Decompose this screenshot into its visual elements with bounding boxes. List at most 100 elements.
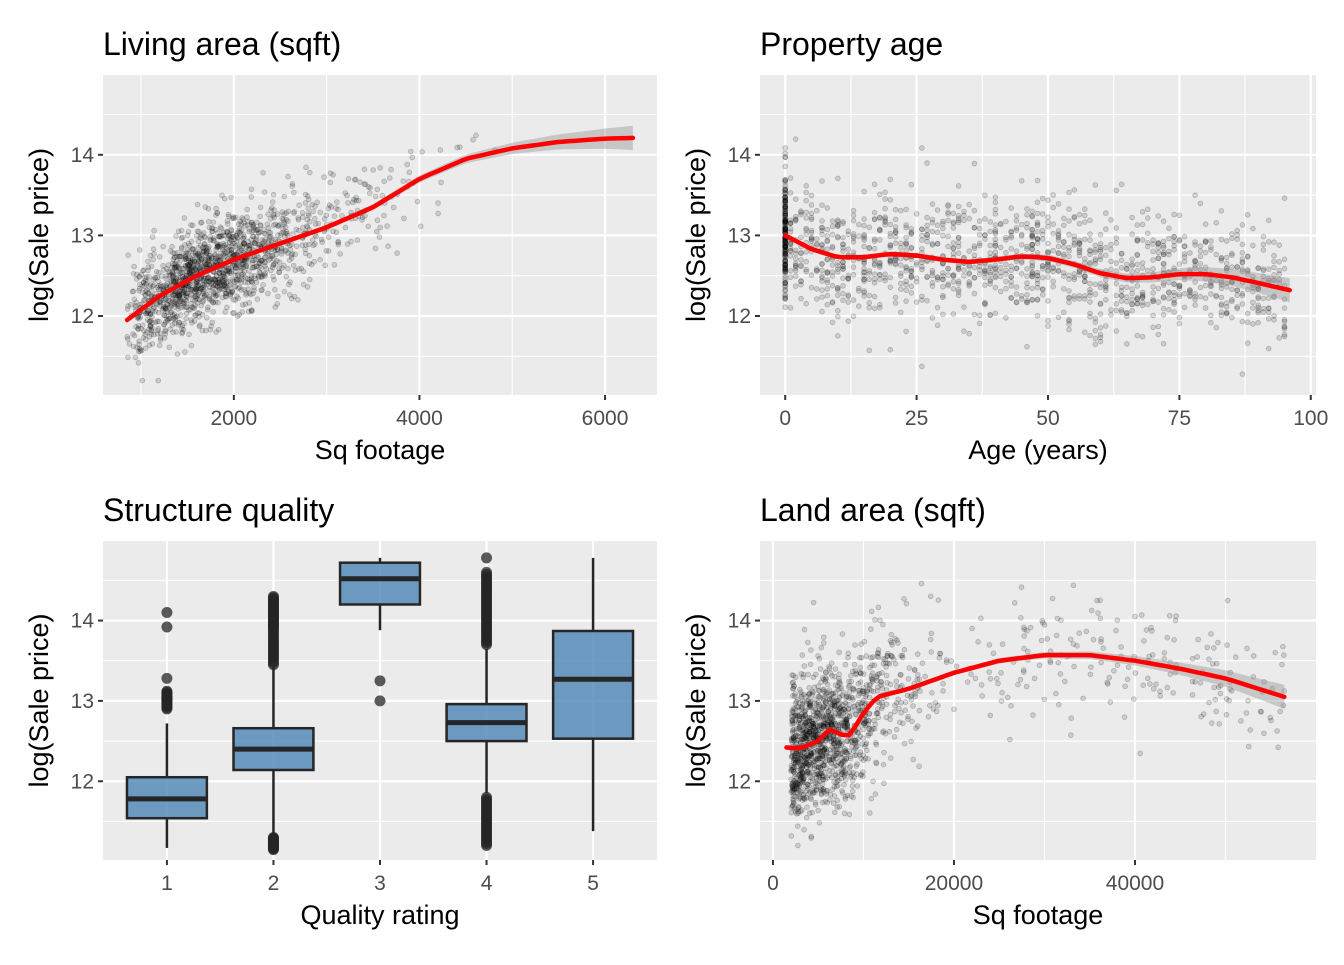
scatter-point: [259, 237, 265, 243]
scatter-point: [292, 267, 299, 274]
scatter-point: [381, 178, 388, 185]
scatter-point: [948, 658, 954, 664]
scatter-point: [864, 747, 870, 754]
scatter-point: [1197, 261, 1204, 267]
scatter-point: [819, 178, 825, 184]
scatter-point: [220, 246, 226, 253]
scatter-point: [270, 238, 277, 244]
scatter-point: [836, 675, 842, 682]
scatter-point: [861, 276, 867, 283]
scatter-point: [1234, 264, 1240, 270]
scatter-point: [782, 274, 788, 281]
scatter-point: [782, 213, 788, 219]
scatter-point: [792, 216, 799, 223]
scatter-point: [782, 214, 788, 221]
scatter-point: [782, 191, 788, 197]
scatter-point: [208, 253, 214, 260]
scatter-point: [822, 669, 829, 675]
scatter-point: [919, 232, 925, 239]
scatter-point: [845, 706, 852, 713]
scatter-point: [842, 768, 848, 774]
scatter-point: [144, 279, 151, 285]
scatter-point: [924, 160, 930, 166]
scatter-point: [1244, 268, 1251, 275]
scatter-point: [798, 278, 804, 285]
scatter-point: [162, 296, 169, 303]
scatter-point: [945, 243, 951, 250]
scatter-point: [219, 278, 226, 285]
scatter-point: [253, 219, 260, 226]
scatter-point: [1050, 192, 1056, 198]
scatter-point: [221, 270, 227, 277]
scatter-point: [235, 235, 241, 242]
scatter-point: [807, 749, 814, 755]
scatter-point: [819, 218, 825, 224]
scatter-point: [239, 302, 246, 308]
scatter-point: [871, 181, 878, 188]
scatter-point: [782, 197, 788, 204]
scatter-point: [919, 293, 925, 300]
scatter-point: [325, 248, 332, 254]
scatter-point: [834, 175, 841, 182]
scatter-point: [782, 254, 788, 260]
scatter-point: [1129, 301, 1135, 307]
scatter-point: [806, 690, 812, 697]
scatter-point: [194, 287, 200, 294]
x-tick-label: 2: [268, 872, 280, 895]
scatter-point: [136, 274, 143, 280]
scatter-point: [1197, 253, 1204, 260]
scatter-point: [892, 206, 899, 213]
scatter-point: [819, 273, 825, 279]
scatter-point: [818, 770, 825, 777]
scatter-point: [1008, 294, 1014, 301]
scatter-point: [175, 306, 181, 312]
scatter-point: [992, 206, 999, 213]
scatter-point: [245, 258, 251, 265]
scatter-point: [322, 262, 329, 269]
scatter-point: [240, 235, 247, 241]
scatter-point: [206, 293, 213, 300]
scatter-point: [908, 265, 915, 272]
scatter-point: [226, 213, 232, 220]
scatter-point: [798, 766, 804, 773]
scatter-point: [266, 257, 272, 263]
scatter-point: [819, 224, 825, 231]
scatter-point: [800, 725, 806, 732]
scatter-point: [1113, 627, 1119, 634]
scatter-point: [204, 306, 211, 313]
scatter-point: [1244, 310, 1251, 317]
scatter-point: [834, 683, 841, 689]
scatter-point: [782, 194, 788, 200]
scatter-point: [125, 303, 131, 309]
scatter-point: [172, 250, 178, 257]
scatter-point: [1076, 237, 1083, 244]
scatter-point: [794, 752, 801, 758]
scatter-point: [149, 328, 155, 335]
scatter-point: [807, 764, 814, 770]
scatter-point: [782, 211, 788, 218]
scatter-point: [816, 693, 823, 699]
scatter-point: [1061, 222, 1067, 229]
scatter-point: [782, 280, 788, 287]
scatter-point: [940, 276, 946, 283]
scatter-point: [840, 259, 846, 265]
scatter-point: [175, 263, 181, 270]
scatter-point: [212, 277, 218, 283]
scatter-point: [813, 726, 819, 733]
scatter-point: [793, 703, 800, 710]
scatter-point: [270, 191, 277, 198]
scatter-point: [1066, 316, 1072, 323]
scatter-point: [212, 252, 219, 258]
scatter-point: [982, 282, 988, 288]
scatter-point: [819, 294, 825, 301]
scatter-point: [135, 314, 142, 320]
scatter-point: [1228, 688, 1235, 694]
scatter-point: [230, 296, 237, 303]
scatter-point: [197, 265, 204, 272]
scatter-point: [818, 785, 825, 791]
scatter-point: [807, 778, 813, 785]
scatter-point: [1076, 630, 1083, 636]
scatter-point: [261, 189, 268, 195]
scatter-point: [1034, 236, 1041, 242]
scatter-point: [232, 272, 239, 279]
